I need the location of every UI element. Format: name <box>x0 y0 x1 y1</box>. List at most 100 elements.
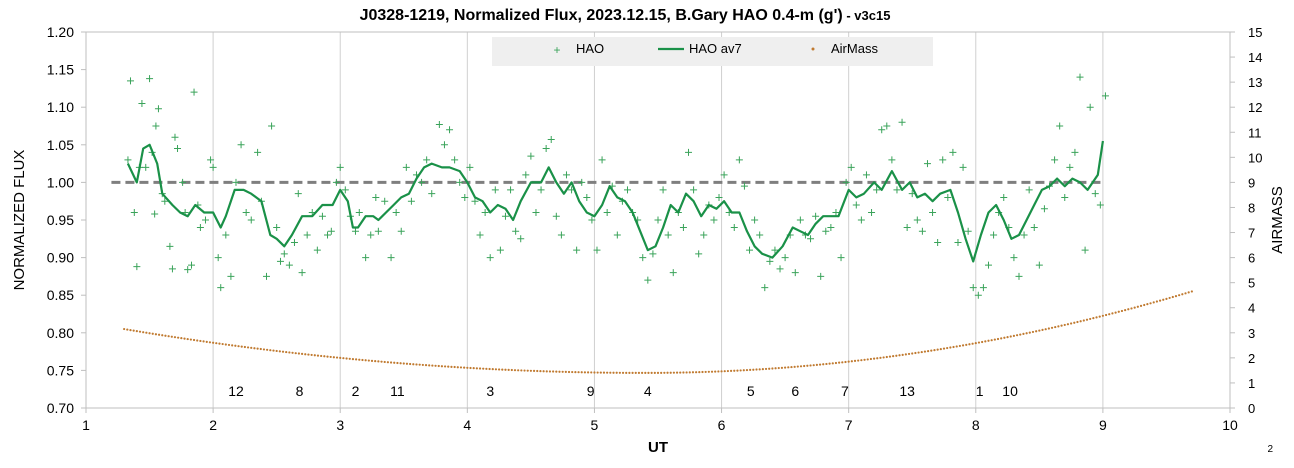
airmass-point <box>1089 317 1092 321</box>
airmass-point <box>1022 332 1025 336</box>
airmass-point <box>904 353 907 356</box>
airmass-point <box>663 371 666 374</box>
airmass-point <box>882 356 885 359</box>
airmass-point <box>968 343 971 346</box>
hao-point <box>491 186 499 194</box>
airmass-point <box>631 371 634 374</box>
legend-hao-label: HAO <box>576 41 604 56</box>
hao-point <box>507 186 515 194</box>
airmass-point <box>275 349 278 353</box>
airmass-point <box>367 359 370 362</box>
hao-point <box>232 178 240 186</box>
airmass-point <box>1130 307 1133 310</box>
airmass-point <box>936 348 939 351</box>
airmass-point <box>1009 335 1012 338</box>
x-axis-ticks: 1 2 3 4 5 6 7 8 9 10 <box>82 408 1238 433</box>
airmass-point <box>907 352 911 356</box>
hao-point <box>126 77 134 85</box>
hao-point <box>522 171 530 179</box>
airmass-point <box>405 362 409 365</box>
airmass-point <box>132 329 135 332</box>
hao-point <box>1025 186 1033 194</box>
airmass-point <box>151 332 154 335</box>
hao-point <box>152 122 160 130</box>
airmass-point <box>774 367 777 370</box>
airmass-point <box>898 354 901 357</box>
airmass-point <box>196 339 199 342</box>
hao-point <box>873 186 881 194</box>
airmass-point <box>987 339 990 342</box>
hao-point <box>501 212 509 220</box>
airmass-point <box>879 356 882 359</box>
airmass-point <box>488 367 491 371</box>
airmass-point <box>482 367 485 370</box>
airmass-point <box>126 328 129 331</box>
airmass-point <box>424 364 428 367</box>
airmass-point <box>1035 330 1038 333</box>
airmass-point <box>790 365 793 369</box>
y-tick-label: 0.85 <box>47 287 74 303</box>
hao-point <box>142 163 150 171</box>
airmass-point <box>561 370 564 373</box>
hao-point <box>644 276 652 284</box>
airmass-point <box>1054 325 1057 329</box>
hao-point <box>557 231 565 239</box>
hao-point <box>898 118 906 126</box>
hao-point <box>318 212 326 220</box>
x-tick-label: 1 <box>82 417 90 433</box>
airmass-point <box>326 355 329 358</box>
airmass-point <box>768 367 771 370</box>
star-annotation: 11 <box>390 383 405 399</box>
y2-tick-label: 14 <box>1248 50 1262 65</box>
airmass-point <box>1050 326 1054 329</box>
airmass-point <box>300 352 304 355</box>
y-tick-label: 0.90 <box>47 250 74 266</box>
airmass-point <box>173 336 177 339</box>
airmass-point <box>186 337 189 341</box>
airmass-point <box>355 358 358 361</box>
hao-point <box>146 75 154 83</box>
x-tick-label: 2 <box>209 417 217 433</box>
airmass-point <box>822 363 825 366</box>
hao-point <box>418 178 426 186</box>
airmass-point <box>434 364 437 367</box>
legend-airmass-marker <box>811 47 815 51</box>
airmass-point <box>647 371 650 375</box>
airmass-point <box>440 365 444 368</box>
airmass-point <box>609 371 612 374</box>
airmass-point <box>853 359 857 363</box>
airmass-point <box>828 362 831 365</box>
hao-point <box>237 141 245 149</box>
airmass-point <box>532 369 536 373</box>
hao-point <box>428 190 436 198</box>
hao-point <box>397 227 405 235</box>
airmass-point <box>612 371 615 374</box>
airmass-point <box>415 363 418 366</box>
hao-point <box>552 212 560 220</box>
hao-point <box>285 261 293 269</box>
airmass-point <box>475 367 478 370</box>
hao-point <box>1101 92 1109 100</box>
airmass-point <box>815 363 818 366</box>
airmass-point <box>1146 303 1149 306</box>
airmass-point <box>501 368 504 371</box>
airmass-point <box>1095 316 1098 319</box>
airmass-point <box>599 371 602 374</box>
airmass-point <box>412 363 415 366</box>
y2-tick-label: 4 <box>1248 301 1255 316</box>
airmass-point <box>872 357 876 360</box>
airmass-point <box>526 369 529 372</box>
hao-point <box>154 105 162 113</box>
hao-point <box>313 246 321 254</box>
y2-tick-label: 15 <box>1248 25 1262 40</box>
hao-point <box>929 208 937 216</box>
airmass-point <box>157 333 161 336</box>
airmass-point <box>567 370 571 374</box>
airmass-point <box>981 340 984 344</box>
airmass-point <box>523 369 526 372</box>
airmass-point <box>428 364 431 367</box>
airmass-point <box>1127 308 1130 311</box>
airmass-point <box>491 368 494 371</box>
airmass-point <box>253 347 256 350</box>
y2-axis-label: AIRMASS <box>1269 186 1286 254</box>
